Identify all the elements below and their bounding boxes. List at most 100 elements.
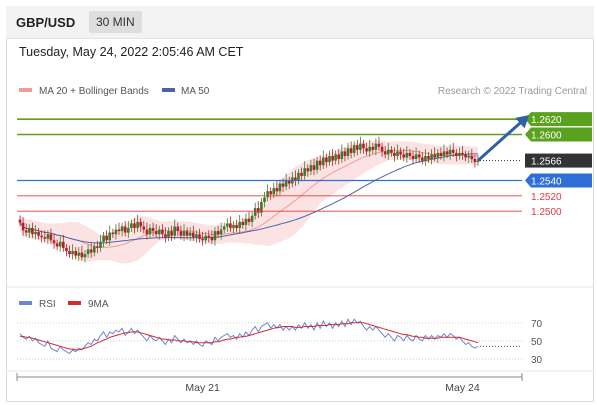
candle-body — [198, 234, 201, 239]
candle-body — [139, 221, 142, 227]
candle-body — [300, 172, 303, 176]
candle-body — [207, 235, 211, 238]
candle-body — [272, 188, 276, 195]
candle-body — [37, 231, 40, 236]
ma9-legend-swatch — [68, 301, 81, 305]
candle-body — [204, 235, 207, 241]
candle-body — [297, 172, 300, 181]
ma50-legend-swatch — [162, 88, 175, 92]
candle-body — [114, 229, 118, 235]
candle-body — [424, 156, 427, 161]
candle-body — [470, 156, 474, 160]
candle-body — [83, 254, 87, 258]
candle-body — [99, 241, 102, 248]
candle-body — [253, 208, 257, 216]
candle-body — [343, 151, 347, 156]
candle-body — [393, 152, 396, 156]
candle-body — [306, 168, 310, 172]
candle-body — [281, 183, 285, 187]
bollinger-legend-swatch — [19, 88, 32, 92]
candle-body — [151, 228, 155, 232]
candle-body — [411, 156, 415, 160]
chart-header: GBP/USD 30 MIN — [6, 6, 594, 39]
candle-body — [408, 152, 412, 156]
candle-body — [232, 225, 235, 229]
candle-body — [185, 231, 189, 236]
candle-body — [195, 234, 198, 238]
candle-body — [102, 235, 105, 242]
candle-body — [467, 156, 470, 158]
ma9-legend-label: 9MA — [88, 299, 109, 310]
candle-body — [402, 154, 405, 158]
candle-body — [312, 165, 316, 170]
candle-body — [244, 218, 248, 225]
support-level-tag — [525, 173, 592, 188]
candle-body — [278, 183, 282, 192]
current-price-label: 1.2566 — [531, 157, 562, 168]
candle-body — [275, 188, 279, 192]
candle-body — [96, 246, 99, 248]
candle-body — [127, 228, 130, 233]
candle-body — [105, 235, 108, 241]
candle-body — [439, 152, 443, 156]
candle-body — [86, 249, 90, 255]
candle-body — [294, 177, 297, 181]
candle-body — [229, 223, 232, 228]
candle-body — [28, 228, 31, 233]
candle-body — [62, 241, 65, 248]
candle-body — [226, 223, 229, 227]
candle-body — [318, 160, 322, 166]
candle-body — [287, 180, 291, 184]
candle-body — [52, 240, 56, 244]
candle-body — [71, 251, 74, 255]
candle-body — [216, 231, 220, 235]
credit-label: Research © 2022 Trading Central — [438, 86, 587, 97]
candle-body — [111, 232, 115, 235]
candle-body — [182, 231, 186, 236]
candle-body — [263, 197, 266, 202]
candle-body — [201, 238, 204, 241]
candle-body — [222, 226, 226, 230]
candle-body — [133, 223, 136, 228]
candle-body — [371, 146, 375, 150]
candle-body — [417, 154, 421, 158]
candle-body — [68, 251, 71, 255]
candle-body — [31, 228, 34, 235]
candle-body — [322, 157, 325, 166]
candle-body — [65, 248, 68, 252]
candle-body — [436, 152, 440, 158]
candle-body — [89, 249, 93, 253]
price-panel: 1.2620 1.2600 1.2566 1.2540 1.2520 1.2500 — [17, 112, 592, 264]
timeframe-badge[interactable]: 30 MIN — [89, 11, 142, 33]
rsi-legend-swatch — [19, 301, 32, 305]
candle-body — [396, 151, 399, 156]
candle-body — [349, 148, 353, 153]
target-level-label: 1.2500 — [531, 207, 562, 218]
candle-body — [46, 234, 50, 239]
rsi-legend-label: RSI — [39, 299, 56, 310]
rsi-ma-line — [20, 322, 479, 351]
candle-body — [359, 143, 362, 150]
rsi-line — [19, 318, 479, 355]
candle-body — [331, 156, 334, 161]
current-price-tag — [525, 153, 592, 168]
resistance-level-tag — [525, 127, 592, 142]
candle-body — [40, 235, 43, 238]
candle-body — [213, 231, 217, 241]
candle-body — [442, 151, 446, 156]
time-axis-label: May 24 — [445, 382, 480, 394]
candle-body — [247, 218, 251, 222]
timestamp: Tuesday, May 24, 2022 2:05:46 AM CET — [19, 45, 244, 59]
candle-body — [192, 232, 195, 238]
candle-body — [77, 252, 81, 256]
candle-body — [235, 225, 238, 229]
candle-body — [352, 145, 356, 153]
ma50-line — [19, 153, 478, 244]
candle-body — [58, 241, 62, 247]
candle-body — [334, 154, 337, 161]
candle-body — [74, 251, 77, 256]
candle-body — [377, 143, 381, 147]
candle-body — [387, 149, 390, 155]
candle-body — [219, 229, 223, 235]
